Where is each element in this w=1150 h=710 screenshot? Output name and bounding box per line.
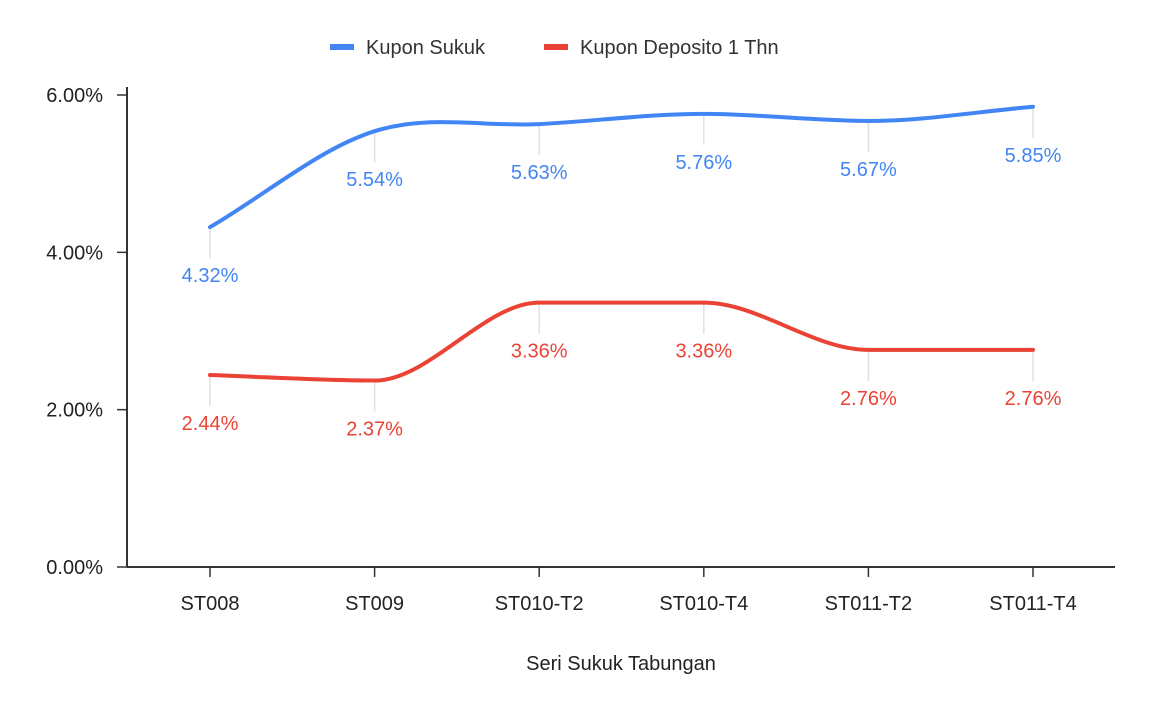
x-axis: ST008 ST009 ST010-T2 ST010-T4 ST011-T2 ST011-… xyxy=(127,566,1115,615)
y-tick-label: 2.00% xyxy=(46,400,103,422)
series-lines xyxy=(208,104,1035,383)
x-tick-label: ST010-T2 xyxy=(495,593,584,615)
legend-label-kupon-deposito: Kupon Deposito 1 Thn xyxy=(580,37,779,59)
y-tick-label: 4.00% xyxy=(46,242,103,264)
legend-swatch-kupon-sukuk xyxy=(330,44,354,50)
data-label: 5.63% xyxy=(511,162,568,184)
data-label: 5.76% xyxy=(675,152,732,174)
data-label: 2.37% xyxy=(346,419,403,441)
legend-label-kupon-sukuk: Kupon Sukuk xyxy=(366,37,486,59)
series-line-1 xyxy=(208,104,1035,230)
data-label: 5.85% xyxy=(1005,145,1062,167)
x-axis-title: Seri Sukuk Tabungan xyxy=(526,653,716,675)
label-guides xyxy=(209,108,1034,412)
data-label: 5.67% xyxy=(840,159,897,181)
y-tick-label: 6.00% xyxy=(46,85,103,107)
data-label: 2.76% xyxy=(840,388,897,410)
x-tick-label: ST008 xyxy=(181,593,240,615)
y-axis: 0.00% 2.00% 4.00% 6.00% xyxy=(46,85,128,579)
data-label: 4.32% xyxy=(182,265,239,287)
data-label: 5.54% xyxy=(346,169,403,191)
data-label: 2.44% xyxy=(182,413,239,435)
y-tick-label: 0.00% xyxy=(46,557,103,579)
legend: Kupon Sukuk Kupon Deposito 1 Thn xyxy=(330,37,779,59)
legend-swatch-kupon-deposito xyxy=(544,44,568,50)
data-label: 3.36% xyxy=(675,341,732,363)
data-label: 2.76% xyxy=(1005,388,1062,410)
data-labels: 4.32% 5.54% 5.63% 5.76% 5.67% 5.85% 2.44% 2.37%… xyxy=(182,145,1062,441)
x-tick-label: ST011-T4 xyxy=(989,593,1076,615)
x-tick-label: ST010-T4 xyxy=(659,593,748,615)
x-tick-label: ST009 xyxy=(345,593,404,615)
series-line-2 xyxy=(208,300,1035,383)
x-tick-label: ST011-T2 xyxy=(825,593,912,615)
data-label: 3.36% xyxy=(511,341,568,363)
